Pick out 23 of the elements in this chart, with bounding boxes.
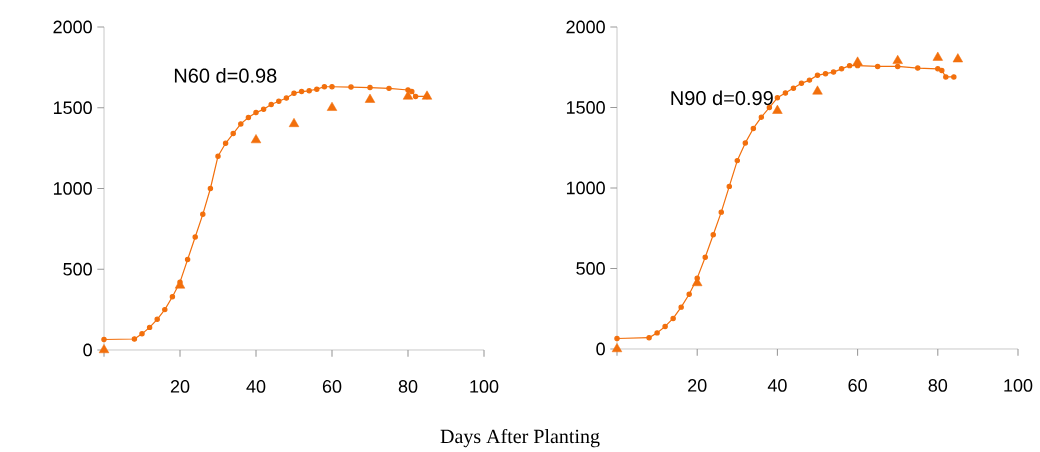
y-tick-label: 1500 xyxy=(53,101,92,115)
y-tick-label: 2000 xyxy=(566,20,605,34)
x-tick-label: 60 xyxy=(848,379,867,392)
x-axis-title: Days After Planting xyxy=(440,428,600,448)
x-tick-label: 80 xyxy=(928,379,948,392)
y-tick-label: 2000 xyxy=(53,20,92,34)
x-tick-label: 40 xyxy=(246,380,266,393)
y-tick-label: 500 xyxy=(576,262,605,275)
annotation: N90 d=0.99 xyxy=(671,90,773,106)
x-tick-label: 100 xyxy=(1004,379,1033,392)
x-tick-label: 20 xyxy=(170,380,190,393)
y-tick-label: 500 xyxy=(63,262,92,276)
x-tick-label: 80 xyxy=(398,380,418,393)
annotation: N60 d=0.98 xyxy=(174,68,277,83)
x-tick-label: 100 xyxy=(470,380,499,393)
y-tick-label: 1000 xyxy=(566,181,605,195)
y-tick-label: 1500 xyxy=(566,101,605,114)
y-tick-label: 1000 xyxy=(53,182,92,195)
x-tick-label: 40 xyxy=(767,379,787,392)
x-tick-label: 60 xyxy=(322,380,342,393)
y-tick-label: 0 xyxy=(83,343,92,357)
x-tick-label: 20 xyxy=(688,379,707,392)
y-tick-label: 0 xyxy=(596,342,605,356)
